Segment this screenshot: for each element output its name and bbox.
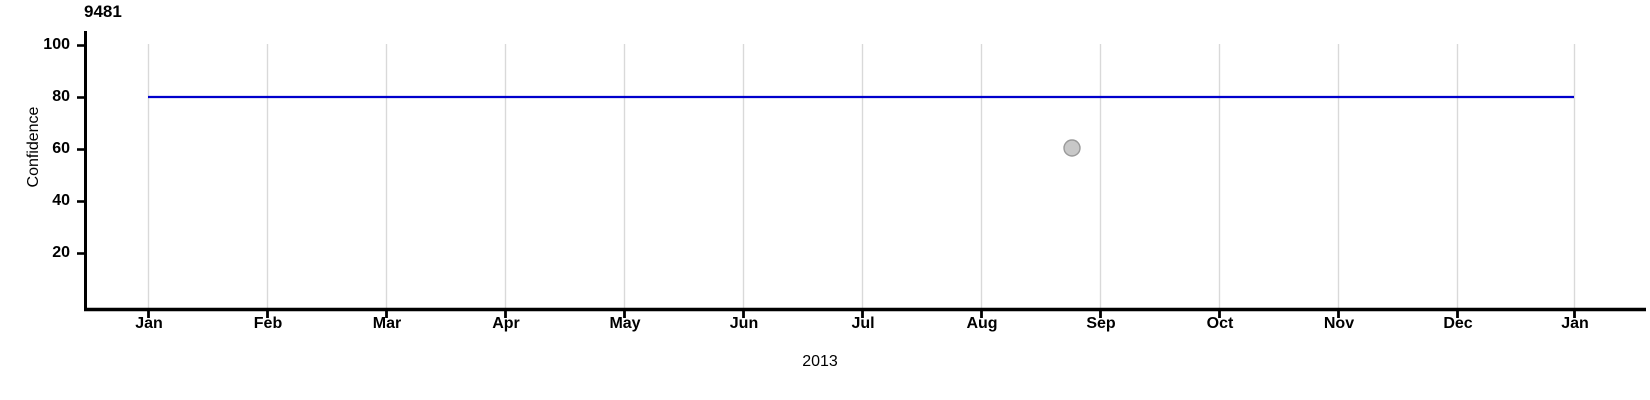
x-tick-label-jan-2: Jan: [1561, 315, 1589, 332]
x-tick-label-may: May: [609, 315, 641, 332]
x-tick-label-sep: Sep: [1086, 315, 1116, 332]
data-point: [1063, 139, 1081, 157]
x-tick-label-feb: Feb: [253, 315, 283, 332]
x-tick-label-jan-1: Jan: [135, 315, 163, 332]
x-tick-label-jun: Jun: [729, 315, 759, 332]
y-tick-label-100: 100: [43, 36, 70, 53]
x-tick-label-apr: Apr: [492, 315, 520, 332]
x-tick-label-oct: Oct: [1206, 315, 1234, 332]
y-tick-label-60: 60: [52, 140, 70, 157]
y-axis-ticks: [77, 44, 86, 255]
x-tick-label-nov: Nov: [1323, 315, 1355, 332]
y-tick-label-80: 80: [52, 88, 70, 105]
chart-title: 9481: [84, 2, 122, 21]
x-axis-ticks: [147, 310, 1576, 318]
y-tick-label-20: 20: [52, 244, 70, 261]
x-tick-label-mar: Mar: [372, 315, 402, 332]
x-axis-label: 2013: [802, 353, 838, 370]
gridlines: [147, 44, 1576, 308]
x-tick-label-jul: Jul: [851, 315, 875, 332]
x-tick-label-dec: Dec: [1443, 315, 1473, 332]
x-tick-label-aug: Aug: [966, 315, 998, 332]
y-tick-label-40: 40: [52, 192, 70, 209]
